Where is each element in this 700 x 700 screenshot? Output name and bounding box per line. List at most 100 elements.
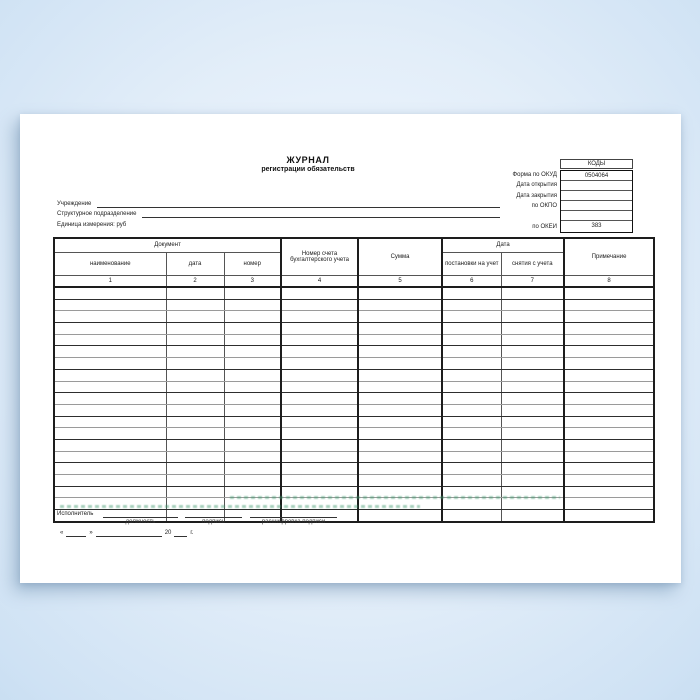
codes-value-close-date [561,191,632,202]
unit-label: Единица измерения: руб [57,222,127,228]
col-header-registered: постановки на учет [441,252,502,276]
document-page: ЖУРНАЛ регистрации обязательств Форма по… [20,114,681,583]
table-cell [500,450,566,464]
table-cell [563,509,655,523]
table-cell [165,485,225,499]
table-cell [53,392,167,405]
table-cell [563,345,655,359]
journal-table-body [53,286,655,523]
table-cell [500,345,566,359]
table-cell [500,380,566,394]
year-suffix: г. [190,530,194,536]
table-cell [165,380,225,394]
table-cell [223,474,283,487]
table-cell [223,427,283,440]
table-row [53,357,655,370]
table-cell [223,415,283,429]
table-row [53,474,655,487]
col-num-6: 6 [441,275,502,288]
table-cell [223,403,283,417]
table-cell [223,333,283,347]
table-cell [357,509,444,523]
codes-value-okpo [561,201,632,212]
table-cell [53,427,167,440]
table-cell [441,380,502,394]
table-cell [223,509,283,523]
col-header-account: Номер счета бухгалтерского учета [280,237,360,276]
table-cell [500,298,566,312]
table-cell [563,322,655,335]
table-cell [165,392,225,405]
transcript-caption: расшифровка подписи [261,519,326,525]
date-row: « » 20 г. [57,528,197,537]
table-cell [357,438,444,452]
col-header-number: номер [223,252,283,276]
table-cell [280,310,360,324]
table-cell [165,474,225,487]
table-cell [223,462,283,475]
journal-table-header: Документ Номер счета бухгалтерского учет… [53,237,655,288]
table-cell [165,427,225,440]
table-cell [280,392,360,405]
position-caption: должность [125,519,156,525]
table-row [53,403,655,417]
table-cell [53,380,167,394]
table-row [53,392,655,405]
table-cell [53,485,167,499]
table-cell [280,286,360,300]
table-cell [165,368,225,382]
col-header-deregistered: снятия с учета [500,252,566,276]
table-cell [357,450,444,464]
codes-value-empty [561,211,632,222]
watermark-strip [60,505,420,508]
table-cell [563,357,655,370]
table-cell [165,450,225,464]
table-cell [500,497,566,511]
executor-label: Исполнитель [57,511,94,517]
table-cell [280,357,360,370]
table-cell [441,509,502,523]
year-line [174,528,188,537]
table-cell [223,392,283,405]
table-cell [357,427,444,440]
table-cell [563,462,655,475]
table-cell [165,298,225,312]
table-cell [280,462,360,475]
table-cell [563,485,655,499]
col-num-3: 3 [223,275,283,288]
table-cell [357,286,444,300]
table-row [53,380,655,394]
table-cell [53,474,167,487]
table-cell [165,310,225,324]
table-cell [53,462,167,475]
table-cell [500,462,566,475]
table-row [53,322,655,335]
table-cell [441,310,502,324]
table-cell [441,392,502,405]
table-cell [223,357,283,370]
table-cell [280,438,360,452]
table-cell [165,345,225,359]
table-cell [441,286,502,300]
table-cell [357,462,444,475]
codes-label-open-date: Дата открытия [516,182,557,189]
table-row [53,450,655,464]
table-cell [53,438,167,452]
codes-label-close-date: Дата закрытия [516,192,557,199]
table-cell [441,415,502,429]
table-cell [280,427,360,440]
table-cell [357,368,444,382]
table-cell [223,322,283,335]
codes-labels: Форма по ОКУД Дата открытия Дата закрыти… [420,170,557,232]
table-cell [280,322,360,335]
table-cell [500,322,566,335]
table-cell [165,322,225,335]
table-cell [280,380,360,394]
table-cell [280,474,360,487]
table-cell [280,403,360,417]
year-prefix: 20 [164,530,172,536]
table-cell [563,415,655,429]
table-cell [441,438,502,452]
table-row [53,310,655,324]
table-cell [500,415,566,429]
